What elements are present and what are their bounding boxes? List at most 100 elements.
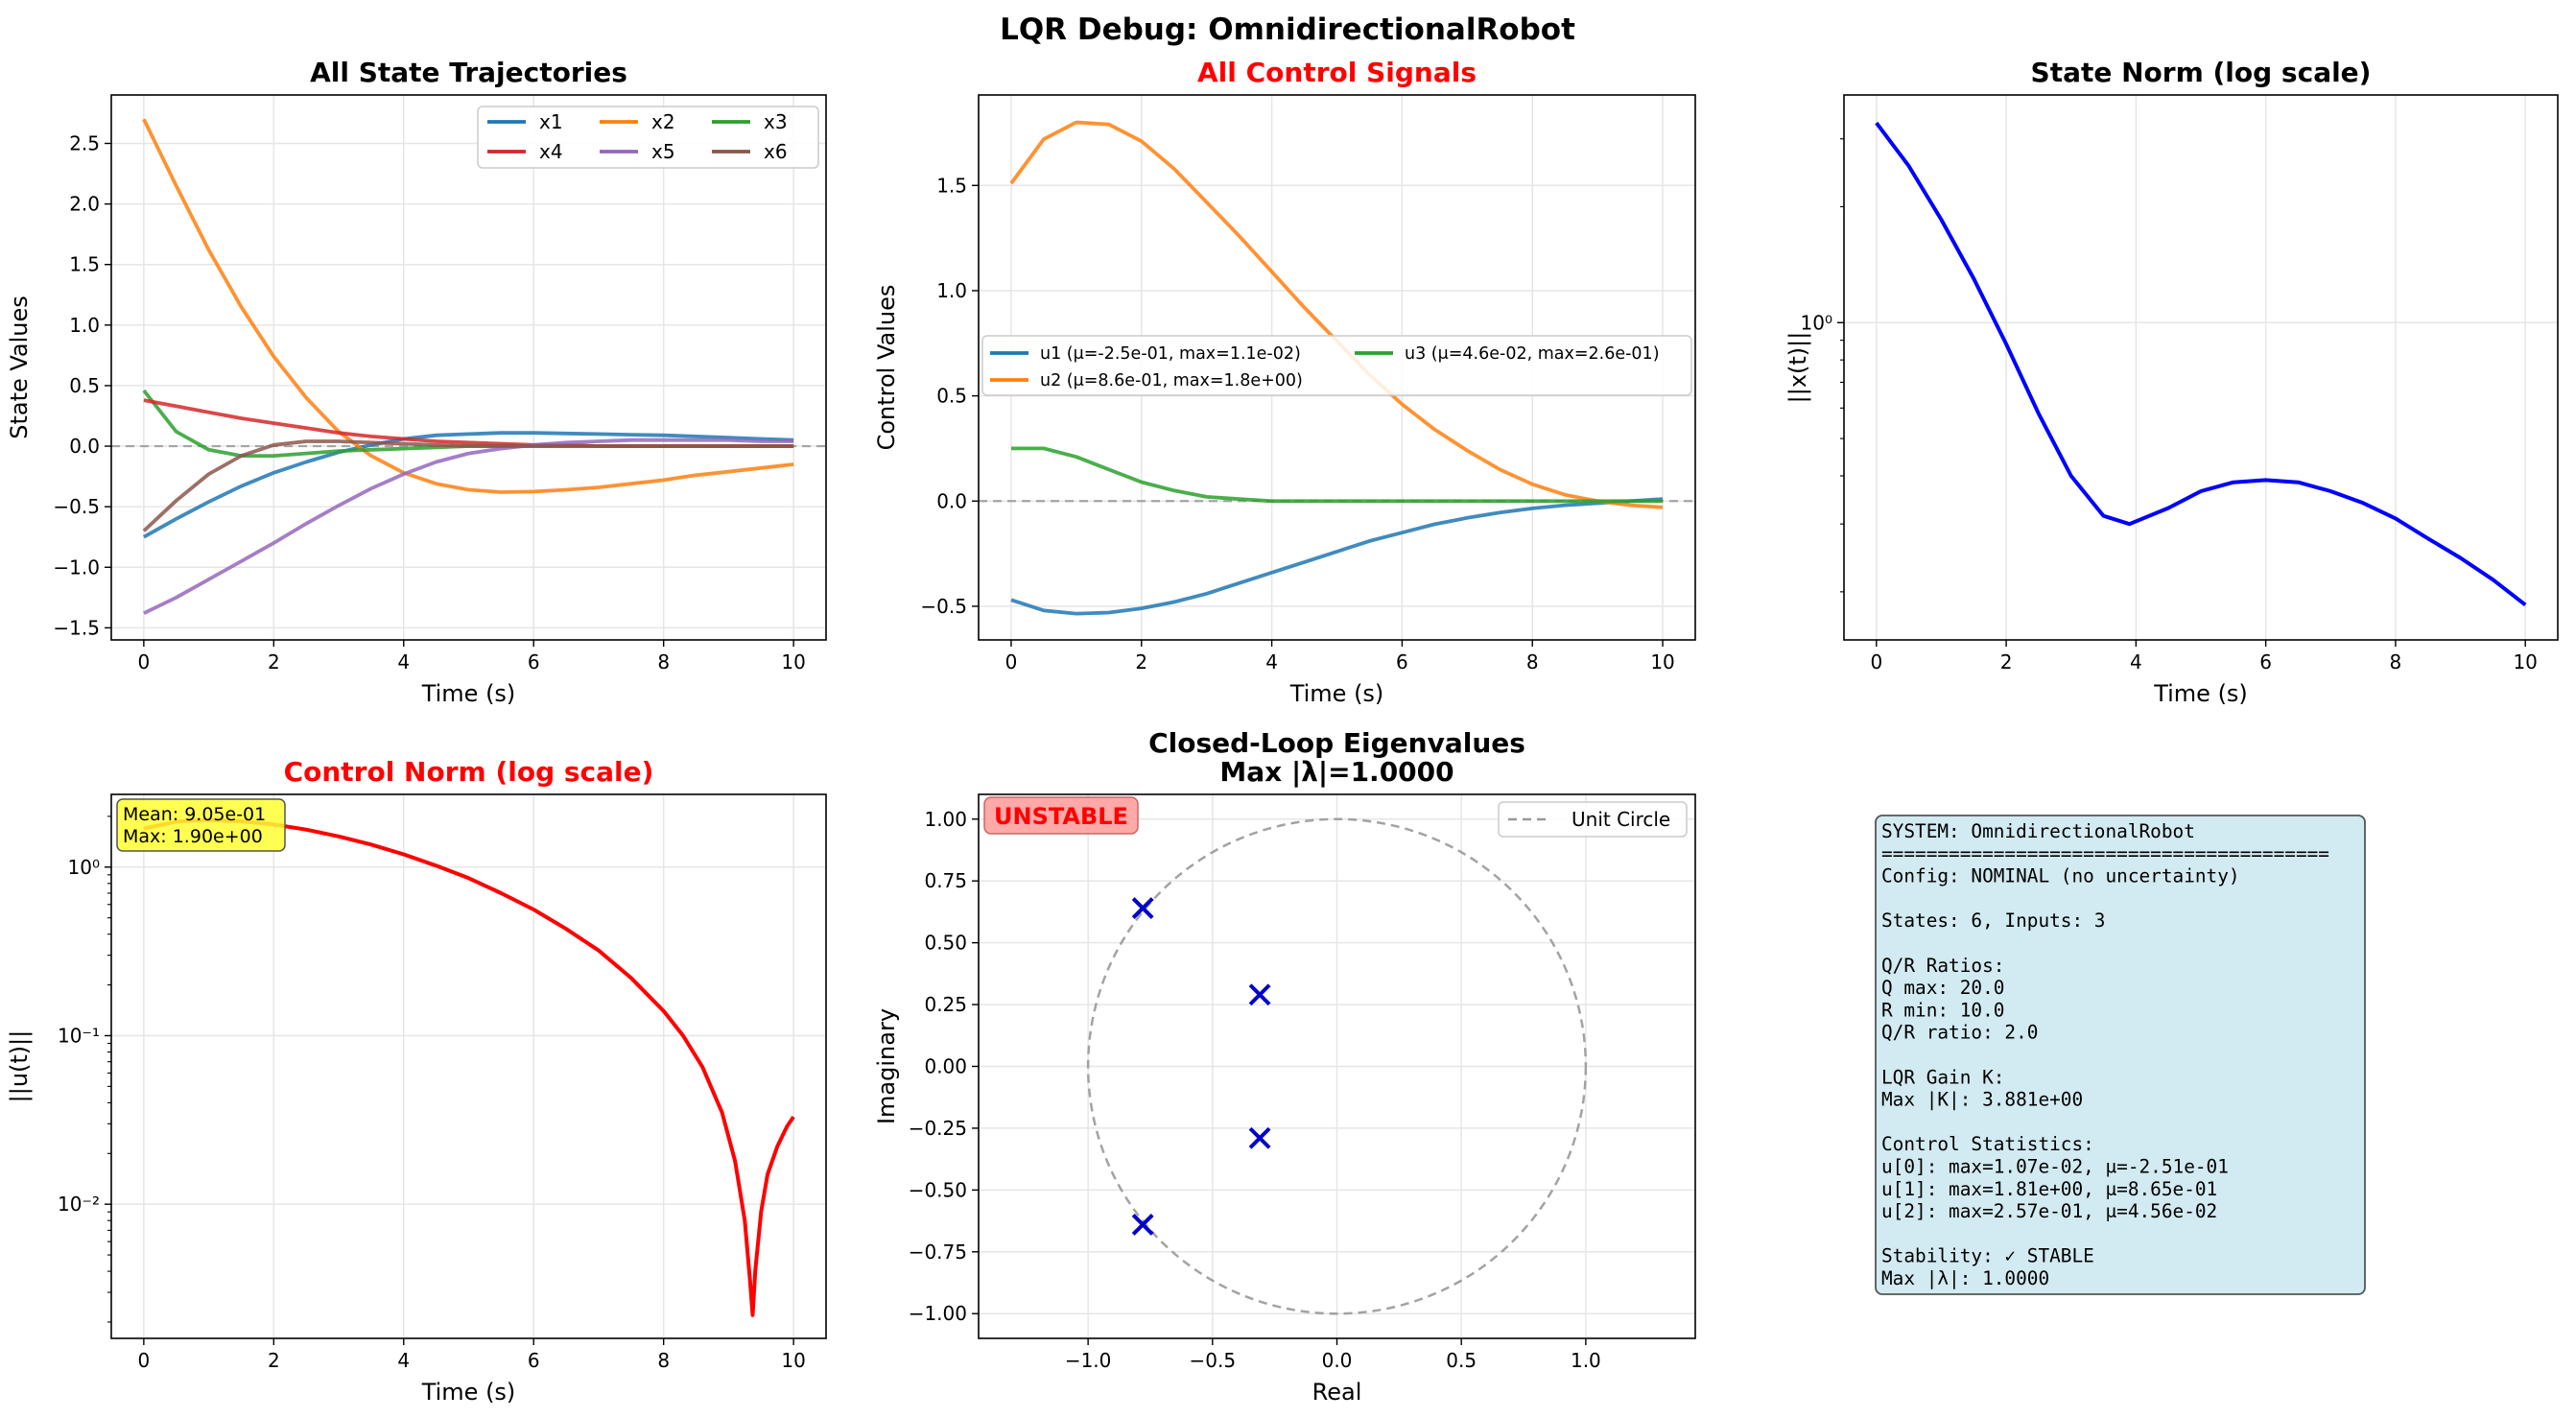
x-tick-label: 0.0 <box>1322 1349 1353 1372</box>
y-tick-label: 2.5 <box>69 131 100 154</box>
axes-frame <box>978 94 1696 641</box>
info-line: SYSTEM: OmnidirectionalRobot <box>1881 820 2195 842</box>
y-axis-label: Control Values <box>873 285 900 451</box>
legend: u1 (μ=-2.5e-01, max=1.1e-02) u2 (μ=8.6e-0… <box>981 335 1692 396</box>
y-tick-label: −0.75 <box>909 1241 967 1264</box>
x-tick-label: 10 <box>781 1349 805 1372</box>
panel-control-norm: 0 2 4 6 8 10 10⁰ 10⁻¹ 10⁻² Control Norm (log scal… <box>6 756 827 1406</box>
info-line: u[0]: max=1.07e-02, μ=-2.51e-01 <box>1881 1156 2229 1178</box>
info-box: SYSTEM: OmnidirectionalRobot============… <box>1875 815 2366 1295</box>
legend-entry: x3 <box>764 110 788 133</box>
series-line-norm <box>1875 121 2527 606</box>
legend: x1 x2 x3 x4 x5 x6 <box>477 106 819 169</box>
y-tick-label: 10⁻¹ <box>58 1024 100 1047</box>
series-line-x6 <box>142 439 794 532</box>
x-tick-label: 6 <box>2259 650 2272 674</box>
chart-subtitle: Max |λ|=1.0000 <box>1219 756 1453 788</box>
y-tick-label: 0.50 <box>924 932 967 955</box>
x-tick-label: 4 <box>397 650 410 674</box>
x-tick-label: 10 <box>781 650 805 674</box>
axes-frame <box>110 793 827 1339</box>
y-tick-label: −0.25 <box>909 1117 967 1140</box>
x-tick-label: 0 <box>137 650 150 674</box>
chart-title: State Norm (log scale) <box>2031 57 2372 88</box>
y-tick-label: 0.0 <box>936 489 967 512</box>
y-tick-label: −1.5 <box>53 616 100 639</box>
x-tick-label: 8 <box>657 1349 670 1372</box>
y-axis-label: ||x(t)|| <box>1784 332 1811 404</box>
info-line: Q/R Ratios: <box>1881 955 2004 977</box>
info-line: States: 6, Inputs: 3 <box>1881 910 2105 932</box>
series-line-u3 <box>1011 446 1663 504</box>
series-line-norm <box>143 817 795 1317</box>
x-tick-label: 2 <box>268 1349 280 1372</box>
y-tick-label: −0.50 <box>909 1178 967 1201</box>
x-tick-label: 1.0 <box>1571 1349 1601 1372</box>
y-tick-label: −0.5 <box>920 595 967 618</box>
axes-frame <box>1843 94 2559 641</box>
x-tick-label: 4 <box>397 1349 410 1372</box>
y-tick-label: 1.0 <box>69 314 100 337</box>
figure-title: LQR Debug: OmnidirectionalRobot <box>1000 12 1575 47</box>
eigenvalue-marker <box>1248 1126 1271 1149</box>
y-tick-label: 1.00 <box>924 808 967 831</box>
x-axis-label: Time (s) <box>2153 680 2248 707</box>
y-tick-label: 0.5 <box>69 374 100 397</box>
series-line-u1 <box>1010 497 1664 616</box>
legend-entry: x2 <box>651 110 675 133</box>
eigenvalue-marker <box>1248 983 1271 1006</box>
y-tick-label: 10⁻² <box>58 1193 100 1216</box>
info-line: Max |λ|: 1.0000 <box>1881 1267 2049 1289</box>
x-tick-label: 6 <box>528 1349 540 1372</box>
x-tick-label: 2 <box>268 650 280 674</box>
x-tick-label: −1.0 <box>1065 1349 1112 1372</box>
x-tick-label: 0.5 <box>1446 1349 1477 1372</box>
y-tick-label: 0.5 <box>936 385 967 408</box>
y-tick-label: −1.0 <box>53 555 100 579</box>
x-tick-label: 6 <box>1396 650 1408 674</box>
y-tick-label: 10⁰ <box>1801 311 1832 334</box>
x-axis-label: Real <box>1312 1379 1362 1406</box>
series-line-u2 <box>1009 120 1664 509</box>
annotation-line: Max: 1.90e+00 <box>123 826 263 847</box>
x-tick-label: 2 <box>2000 650 2013 674</box>
legend-frame <box>1498 801 1688 838</box>
x-tick-label: −0.5 <box>1190 1349 1237 1372</box>
x-tick-label: 8 <box>2390 650 2402 674</box>
y-tick-label: 0.75 <box>924 869 967 892</box>
panel-eigenvalues: −1.0 −0.5 0.0 0.5 1.0 −1.00 −0.75 −0.50 −0.25 0.0… <box>873 727 1696 1406</box>
y-tick-label: 2.0 <box>69 193 100 216</box>
x-axis-label: Time (s) <box>421 1379 516 1406</box>
series-line-x5 <box>143 437 794 615</box>
legend-entry: Unit Circle <box>1572 808 1670 831</box>
chart-title: Control Norm (log scale) <box>284 756 654 788</box>
chart-title: Closed-Loop Eigenvalues <box>1148 727 1525 759</box>
info-line: LQR Gain K: <box>1881 1066 2004 1088</box>
info-line: u[1]: max=1.81e+00, μ=8.65e-01 <box>1881 1178 2217 1200</box>
eigenvalue-marker <box>1131 897 1154 919</box>
legend-entry: u3 (μ=4.6e-02, max=2.6e-01) <box>1405 344 1660 364</box>
y-tick-label: 1.0 <box>936 279 967 302</box>
stability-badge-label: UNSTABLE <box>994 803 1128 830</box>
x-axis-label: Time (s) <box>421 680 516 707</box>
y-axis-label: State Values <box>6 295 33 439</box>
y-tick-label: −1.00 <box>909 1302 967 1325</box>
info-line: Q max: 20.0 <box>1881 977 2004 999</box>
x-tick-label: 2 <box>1135 650 1147 674</box>
plot-area <box>1875 121 2527 606</box>
info-line: u[2]: max=2.57e-01, μ=4.56e-02 <box>1881 1200 2217 1222</box>
eigenvalue-marker <box>1131 1214 1154 1236</box>
legend-entry: x1 <box>539 110 563 133</box>
panel-states: 0 2 4 6 8 10 −1.5 −1.0 −0.5 0.0 0.5 1.0 1.5 2.0 2.5 All… <box>6 57 827 707</box>
legend-entry: x4 <box>539 140 563 163</box>
info-line: Control Statistics: <box>1881 1133 2094 1155</box>
y-tick-label: 10⁰ <box>68 856 100 879</box>
panel-controls: 0 2 4 6 8 10 −0.5 0.0 0.5 1.0 1.5 All Control Signa… <box>873 57 1696 707</box>
x-tick-label: 10 <box>1650 650 1674 674</box>
legend-entry: x6 <box>764 140 788 163</box>
chart-title: All Control Signals <box>1197 57 1477 88</box>
stability-badge: UNSTABLE <box>983 796 1139 835</box>
y-tick-label: −0.5 <box>53 495 100 518</box>
